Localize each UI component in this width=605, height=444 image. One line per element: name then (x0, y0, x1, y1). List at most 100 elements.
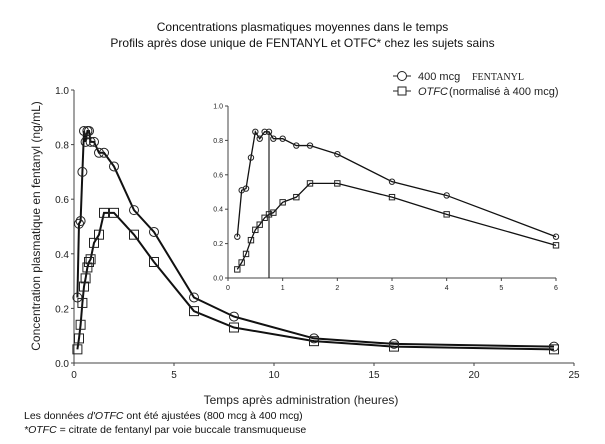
main-point-fentanyl (109, 161, 119, 172)
main-x-tick-label: 20 (468, 370, 480, 381)
inset-x-tick-label: 2 (335, 285, 339, 292)
chart-title: Concentrations plasmatiques moyennes dan… (156, 20, 449, 34)
main-y-tick-label: 1.0 (55, 86, 69, 97)
inset-y-tick-label: 0.2 (213, 241, 223, 248)
inset-point-fentanyl (261, 128, 268, 136)
inset-point-otfc (252, 226, 259, 234)
main-point-fentanyl (75, 216, 86, 227)
main-y-tick-label: 0.2 (55, 304, 69, 315)
main-point-fentanyl (129, 205, 139, 216)
main-point-otfc (75, 319, 86, 330)
footnote-1c: ont été ajustées (800 mcg à 400 mcg) (123, 410, 303, 422)
main-point-otfc (549, 344, 559, 355)
footnote-2b: = citrate de fentanyl par voie buccale t… (56, 424, 307, 436)
main-point-otfc (79, 281, 89, 292)
inset-point-fentanyl (242, 185, 250, 192)
inset-point-otfc (238, 259, 245, 266)
main-point-otfc (389, 341, 399, 352)
main-point-fentanyl (77, 166, 88, 177)
main-point-fentanyl (84, 125, 94, 136)
main-point-fentanyl (79, 125, 89, 136)
main-point-otfc (309, 336, 319, 347)
inset-y-tick-label: 1.0 (213, 104, 223, 111)
main-point-fentanyl (229, 311, 239, 322)
main-point-fentanyl (94, 147, 104, 158)
inset-point-fentanyl (270, 135, 277, 142)
chart-subtitle: Profils après dose unique de FENTANYL et… (110, 36, 495, 50)
main-point-fentanyl (149, 226, 159, 237)
inset-point-fentanyl (388, 178, 396, 185)
legend-label-fentanyl: FENTANYL (472, 72, 524, 83)
main-x-tick-label: 15 (368, 370, 380, 381)
main-point-otfc (229, 322, 239, 333)
inset-point-fentanyl (234, 233, 241, 240)
main-y-tick-label: 0.0 (55, 359, 69, 370)
main-y-tick-label: 0.4 (55, 250, 69, 261)
main-point-otfc (82, 262, 93, 273)
inset-point-fentanyl (256, 135, 263, 142)
inset-y-tick-label: 0.0 (213, 276, 223, 283)
main-x-tick-label: 10 (268, 370, 280, 381)
main-y-tick-label: 0.8 (55, 141, 69, 152)
inset-series-line-otfc (236, 182, 557, 270)
inset-series-line-fentanyl (236, 130, 557, 238)
main-point-otfc (109, 207, 119, 218)
inset-y-tick-label: 0.8 (213, 138, 223, 145)
inset-point-fentanyl (252, 128, 259, 136)
main-point-otfc (94, 229, 104, 240)
legend-label-otfc: OTFC (418, 86, 448, 98)
inset-point-otfc (261, 214, 268, 222)
inset-x-tick-label: 0 (226, 285, 230, 292)
inset-point-fentanyl (552, 233, 560, 240)
main-x-tick-label: 5 (171, 370, 177, 381)
legend-square-marker (397, 86, 407, 96)
main-point-otfc (99, 207, 109, 218)
inset-point-otfc (270, 209, 277, 216)
inset-point-otfc (279, 199, 286, 206)
main-point-otfc (80, 273, 91, 284)
legend: 400 mcg FENTANYL OTFC (normalisé à 400 m… (393, 71, 559, 98)
main-point-otfc (84, 256, 94, 267)
inset-point-otfc (388, 193, 396, 201)
inset-x-tick-label: 5 (499, 285, 503, 292)
inset-point-otfc (247, 236, 255, 244)
main-x-tick-label: 0 (71, 370, 77, 381)
inset-x-tick-label: 1 (281, 285, 285, 292)
inset-point-otfc (256, 221, 263, 228)
inset-y-tick-label: 0.4 (213, 207, 223, 214)
footnote-adjustment: Les données d'OTFC ont été ajustées (800… (24, 410, 303, 422)
inset-point-fentanyl (334, 150, 341, 158)
main-point-otfc (85, 254, 96, 265)
inset-y-tick-label: 0.6 (213, 172, 223, 179)
x-axis-label: Temps après administration (heures) (204, 393, 399, 407)
main-point-otfc (189, 306, 199, 317)
inset-point-otfc (443, 211, 450, 218)
main-point-otfc (129, 229, 139, 240)
main-panel: 0 5 10 15 20 250.00.20.40.60.81.0 (55, 86, 580, 381)
y-axis-label: Concentration plasmatique en fentanyl (n… (29, 101, 43, 350)
main-point-otfc (149, 256, 159, 267)
inset-point-otfc (306, 180, 314, 187)
legend-label-fentanyl-dose: 400 mcg (418, 71, 460, 83)
footnote-1b: d'OTFC (87, 410, 124, 422)
inset-panel: 0 1 2 3 4 5 6 0.0 0.2 0.4 0.6 0.8 1.0 (213, 104, 560, 292)
inset-point-fentanyl (306, 142, 314, 149)
main-point-otfc (74, 333, 84, 344)
inset-point-otfc (334, 180, 341, 187)
main-point-fentanyl (99, 147, 109, 158)
inset-point-otfc (242, 250, 250, 258)
main-point-fentanyl (80, 136, 91, 147)
legend-label-otfc-normalized: (normalisé à 400 mcg) (446, 86, 559, 98)
inset-point-otfc (293, 193, 300, 201)
inset-x-tick-label: 3 (390, 285, 394, 292)
inset-x-tick-label: 4 (445, 285, 449, 292)
main-point-fentanyl (189, 292, 199, 303)
footnote-2a: *OTFC (24, 424, 57, 436)
main-series-line-fentanyl (76, 129, 555, 348)
inset-point-fentanyl (247, 154, 255, 161)
main-series-line-otfc (76, 211, 555, 351)
main-y-tick-label: 0.6 (55, 195, 69, 206)
inset-x-tick-label: 6 (554, 285, 558, 292)
